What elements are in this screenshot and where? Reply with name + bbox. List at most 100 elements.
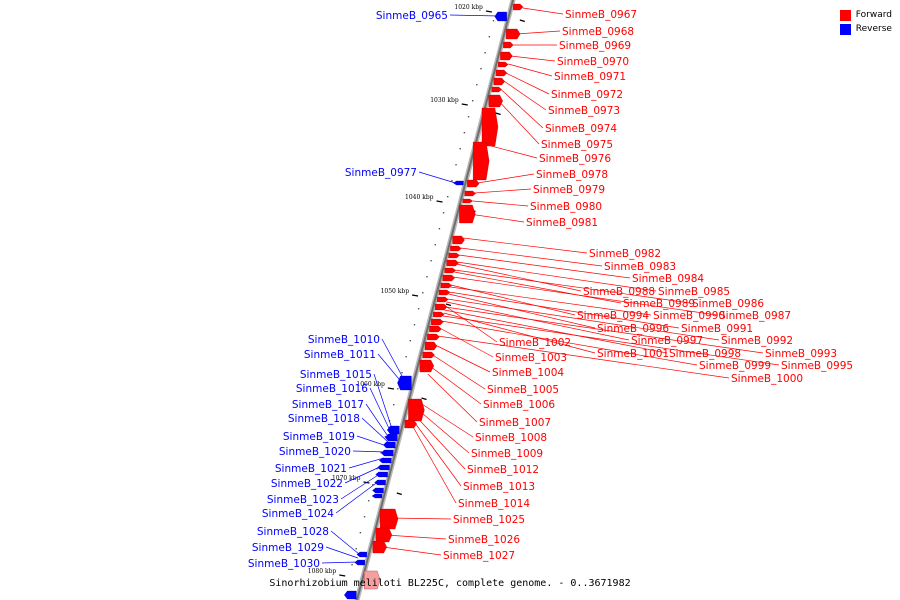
leader-line — [413, 427, 457, 504]
forward-gene-feature — [498, 61, 509, 68]
leader-line — [377, 353, 404, 385]
forward-gene-feature — [472, 141, 490, 181]
minor-tick — [430, 260, 432, 262]
scale-tick — [411, 294, 419, 297]
leader-line — [325, 546, 359, 559]
leader-line — [472, 200, 529, 207]
minor-tick — [372, 484, 374, 486]
leader-line — [385, 534, 447, 540]
forward-gene-feature — [452, 235, 465, 245]
leader-line — [452, 276, 718, 316]
forward-gene-feature — [404, 419, 417, 429]
forward-gene-feature — [491, 86, 502, 93]
leader-line — [382, 546, 442, 556]
gene-label: SinmeB_0998 — [669, 348, 741, 360]
reverse-gene-feature — [371, 493, 383, 499]
gene-label: SinmeB_0990 — [653, 310, 725, 322]
leader-line — [522, 7, 564, 15]
leader-line — [463, 237, 588, 254]
forward-gene-feature — [429, 325, 442, 333]
gene-label: SinmeB_0973 — [548, 105, 620, 117]
leader-line — [418, 409, 470, 454]
gene-label: SinmeB_1013 — [463, 481, 535, 493]
leader-line — [335, 481, 378, 514]
scale-tick — [436, 200, 443, 203]
minor-tick — [397, 388, 399, 390]
label-leader-lines — [321, 7, 780, 564]
genome-backbone — [354, 0, 516, 600]
gene-label: SinmeB_0993 — [765, 348, 837, 360]
legend-label-forward: Forward — [855, 10, 892, 20]
leader-line — [454, 269, 691, 304]
forward-gene-feature — [503, 41, 514, 49]
legend-item-forward: Forward — [839, 8, 892, 22]
gene-label: SinmeB_1007 — [479, 417, 551, 429]
forward-gene-feature — [500, 51, 513, 61]
gene-label: SinmeB_1025 — [453, 514, 525, 526]
gene-label: SinmeB_1030 — [248, 558, 320, 570]
genome-caption: Sinorhizobium meliloti BL225C, complete … — [269, 578, 631, 589]
forward-gene-feature — [450, 245, 462, 252]
leader-line — [516, 30, 561, 35]
forward-gene-feature — [467, 179, 480, 188]
leader-line — [446, 301, 630, 341]
minor-tick — [368, 500, 370, 502]
legend-item-reverse: Reverse — [839, 22, 892, 36]
leader-line — [501, 89, 544, 129]
forward-gene-feature — [448, 252, 460, 259]
leader-line — [439, 327, 494, 358]
leader-line — [356, 435, 388, 447]
forward-gene-feature — [419, 359, 435, 373]
leader-line — [442, 315, 780, 366]
leader-line — [365, 403, 390, 439]
minor-tick — [359, 532, 362, 534]
strand-tick — [421, 397, 427, 401]
scale-tick-label: 1020 kbp — [454, 4, 483, 11]
leader-line — [416, 416, 466, 470]
reverse-gene-feature — [385, 433, 398, 442]
gene-label: SinmeB_1006 — [483, 399, 555, 411]
leader-line — [321, 561, 357, 564]
forward-gene-feature — [440, 282, 453, 289]
forward-gene-feature — [495, 69, 508, 77]
gene-label: SinmeB_1019 — [283, 431, 355, 443]
leader-line — [454, 271, 622, 304]
leader-line — [435, 344, 491, 373]
gene-label: SinmeB_0965 — [376, 10, 448, 22]
minor-tick — [492, 20, 495, 22]
leader-line — [445, 306, 764, 354]
gene-label: SinmeB_1005 — [487, 384, 559, 396]
scale-tick-label: 1030 kbp — [430, 97, 459, 104]
gene-label: SinmeB_1014 — [458, 498, 530, 510]
forward-gene-feature — [433, 311, 445, 318]
gene-label: SinmeB_0995 — [781, 360, 853, 372]
gene-label: SinmeB_1009 — [471, 448, 543, 460]
forward-gene-feature — [436, 296, 449, 303]
forward-gene-feature — [435, 303, 448, 311]
minor-tick — [355, 548, 357, 550]
scale-tick — [339, 574, 346, 577]
forward-gene-feature — [442, 274, 455, 282]
gene-label: SinmeB_0994 — [577, 310, 649, 322]
gene-label: SinmeB_0981 — [526, 217, 598, 229]
minor-tick — [480, 68, 482, 70]
reverse-gene-feature — [344, 590, 357, 600]
leader-line — [508, 63, 553, 77]
scale-tick-label: 1050 kbp — [381, 288, 410, 295]
forward-gene-feature — [506, 28, 521, 40]
gene-label: SinmeB_0983 — [604, 261, 676, 273]
strand-tick — [445, 303, 452, 307]
gene-label: SinmeB_1021 — [275, 463, 347, 475]
leader-line — [460, 247, 603, 267]
gene-label: SinmeB_1017 — [292, 399, 364, 411]
forward-gene-feature — [464, 190, 476, 197]
leader-line — [427, 373, 478, 423]
reverse-gene-feature — [387, 425, 400, 435]
scale-tick — [485, 10, 493, 13]
gene-features — [344, 3, 524, 600]
leader-line — [458, 254, 631, 279]
forward-gene-feature — [481, 107, 499, 147]
gene-label: SinmeB_0970 — [557, 56, 629, 68]
strand-tick — [519, 19, 525, 23]
